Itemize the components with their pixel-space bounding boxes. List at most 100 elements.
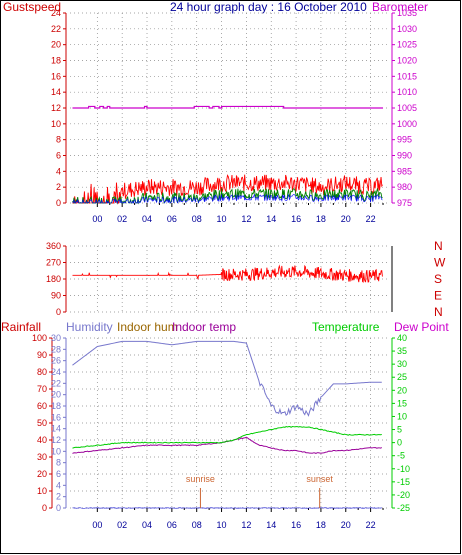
compass-label-S: S [434, 272, 442, 286]
baro-y-axis-tick-label: 1035 [397, 8, 417, 18]
panel3-x-tick-label: 12 [241, 520, 251, 530]
gust-y-axis-tick-label: 6 [56, 151, 61, 161]
temperature-series-line [72, 426, 382, 449]
temp-y-axis-tick-label: 40 [397, 333, 407, 343]
temperature-legend-label: Temperature [312, 320, 380, 334]
gust-y-axis-tick-label: 12 [51, 103, 61, 113]
winddir-y-axis-tick-label: 180 [46, 274, 61, 284]
baro-y-axis-tick-label: 985 [397, 166, 412, 176]
humidity-y-axis-tick-label: 30 [51, 333, 61, 343]
panel1-x-tick-label: 18 [316, 214, 326, 224]
temp-y-axis-tick-label: 25 [397, 372, 407, 382]
temp-y-axis-tick-label: -10 [397, 464, 410, 474]
humidity-y-axis-tick-label: 2 [56, 492, 61, 502]
compass-label-N: N [434, 239, 443, 253]
temp-y-axis-tick-label: -5 [397, 451, 405, 461]
rainfall-y-axis-tick-label: 100 [32, 333, 47, 343]
winddir-y-axis-tick-label: 90 [51, 291, 61, 301]
baro-y-axis-tick-label: 1015 [397, 71, 417, 81]
gust-y-axis-tick-label: 8 [56, 135, 61, 145]
panel3-x-tick-label: 06 [167, 520, 177, 530]
indoor-hum-legend-label: Indoor hum [117, 320, 178, 334]
baro-y-axis-tick-label: 990 [397, 151, 412, 161]
compass-label-E: E [434, 289, 442, 303]
humidity-y-axis-tick-label: 14 [51, 424, 61, 434]
indoor-temp-series-line [72, 436, 383, 454]
panel3-x-tick-label: 02 [117, 520, 127, 530]
panel1-x-tick-label: 02 [117, 214, 127, 224]
temp-y-axis-tick-label: 5 [397, 425, 402, 435]
gustspeed-axis-label: Gustspeed [3, 0, 62, 14]
humidity-y-axis-tick-label: 18 [51, 401, 61, 411]
humidity-y-axis-tick-label: 0 [56, 503, 61, 513]
winddir-y-axis-tick-label: 270 [46, 258, 61, 268]
gust-y-axis-tick-label: 2 [56, 182, 61, 192]
humidity-y-axis-tick-label: 6 [56, 469, 61, 479]
gust-y-axis-tick-label: 10 [51, 119, 61, 129]
temp-y-axis-tick-label: -25 [397, 503, 410, 513]
baro-y-axis-tick-label: 1025 [397, 40, 417, 50]
baro-y-axis-tick-label: 980 [397, 182, 412, 192]
baro-y-axis-tick-label: 1030 [397, 24, 417, 34]
panel1-x-tick-label: 16 [291, 214, 301, 224]
panel3-x-tick-label: 20 [341, 520, 351, 530]
baro-y-axis-tick-label: 1010 [397, 87, 417, 97]
temp-y-axis-tick-label: 30 [397, 359, 407, 369]
humidity-y-axis-tick-label: 8 [56, 458, 61, 468]
rainfall-y-axis-tick-label: 40 [37, 435, 47, 445]
sunset-label: sunset [306, 474, 333, 484]
gust-y-axis-tick-label: 18 [51, 56, 61, 66]
temp-y-axis-tick-label: 0 [397, 438, 402, 448]
compass-label-N: N [434, 305, 443, 319]
temp-y-axis-tick-label: -15 [397, 477, 410, 487]
gust-y-axis-tick-label: 14 [51, 87, 61, 97]
temp-y-axis-tick-label: 20 [397, 385, 407, 395]
panel3-x-tick-label: 14 [266, 520, 276, 530]
baro-y-axis-tick-label: 1020 [397, 56, 417, 66]
humidity-y-axis-tick-label: 20 [51, 390, 61, 400]
humidity-y-axis-tick-label: 4 [56, 480, 61, 490]
panel1-x-tick-label: 08 [192, 214, 202, 224]
gust-y-axis-tick-label: 24 [51, 8, 61, 18]
rainfall-y-axis-tick-label: 70 [37, 384, 47, 394]
gust-y-axis-tick-label: 22 [51, 24, 61, 34]
panel1-x-tick-label: 04 [142, 214, 152, 224]
panel3-x-tick-label: 18 [316, 520, 326, 530]
chart-title: 24 hour graph day : 16 October 2010 [170, 0, 367, 14]
humidity-y-axis-tick-label: 12 [51, 435, 61, 445]
baro-y-axis-tick-label: 975 [397, 198, 412, 208]
gust-y-axis-tick-label: 0 [56, 198, 61, 208]
wind-direction-series-line [72, 264, 383, 283]
panel1-x-tick-label: 06 [167, 214, 177, 224]
rainfall-y-axis-tick-label: 50 [37, 418, 47, 428]
dewpoint-axis-label: Dew Point [394, 320, 449, 334]
humidity-legend-label: Humidity [66, 320, 113, 334]
panel1-x-tick-label: 22 [366, 214, 376, 224]
panel1-x-tick-label: 20 [341, 214, 351, 224]
rainfall-y-axis-tick-label: 20 [37, 469, 47, 479]
barometer-series-line [72, 105, 384, 109]
rainfall-axis-label: Rainfall [1, 320, 42, 334]
baro-y-axis-tick-label: 1000 [397, 119, 417, 129]
temp-y-axis-tick-label: 15 [397, 398, 407, 408]
temp-y-axis-tick-label: 35 [397, 346, 407, 356]
temp-y-axis-tick-label: -20 [397, 490, 410, 500]
rainfall-y-axis-tick-label: 60 [37, 401, 47, 411]
panel1-x-tick-label: 14 [266, 214, 276, 224]
temp-y-axis-tick-label: 10 [397, 411, 407, 421]
humidity-y-axis-tick-label: 10 [51, 446, 61, 456]
panel3-x-tick-label: 10 [217, 520, 227, 530]
sunrise-label: sunrise [186, 474, 215, 484]
average-wind-series-line [72, 193, 383, 204]
winddir-y-axis-tick-label: 360 [46, 241, 61, 251]
rainfall-series-line [72, 507, 382, 509]
rainfall-y-axis-tick-label: 80 [37, 367, 47, 377]
panel3-x-tick-label: 08 [192, 520, 202, 530]
panel3-x-tick-label: 00 [92, 520, 102, 530]
gustspeed-series-line [72, 174, 383, 204]
rainfall-y-axis-tick-label: 90 [37, 350, 47, 360]
panel1-x-tick-label: 10 [217, 214, 227, 224]
baro-y-axis-tick-label: 1005 [397, 103, 417, 113]
